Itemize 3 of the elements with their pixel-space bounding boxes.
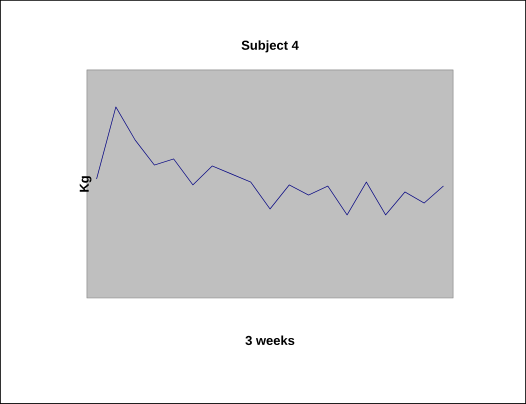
x-axis-title: 3 weeks <box>245 336 294 346</box>
y-axis-title: Kg <box>80 176 92 192</box>
chart-title: Subject 4 <box>242 40 299 52</box>
